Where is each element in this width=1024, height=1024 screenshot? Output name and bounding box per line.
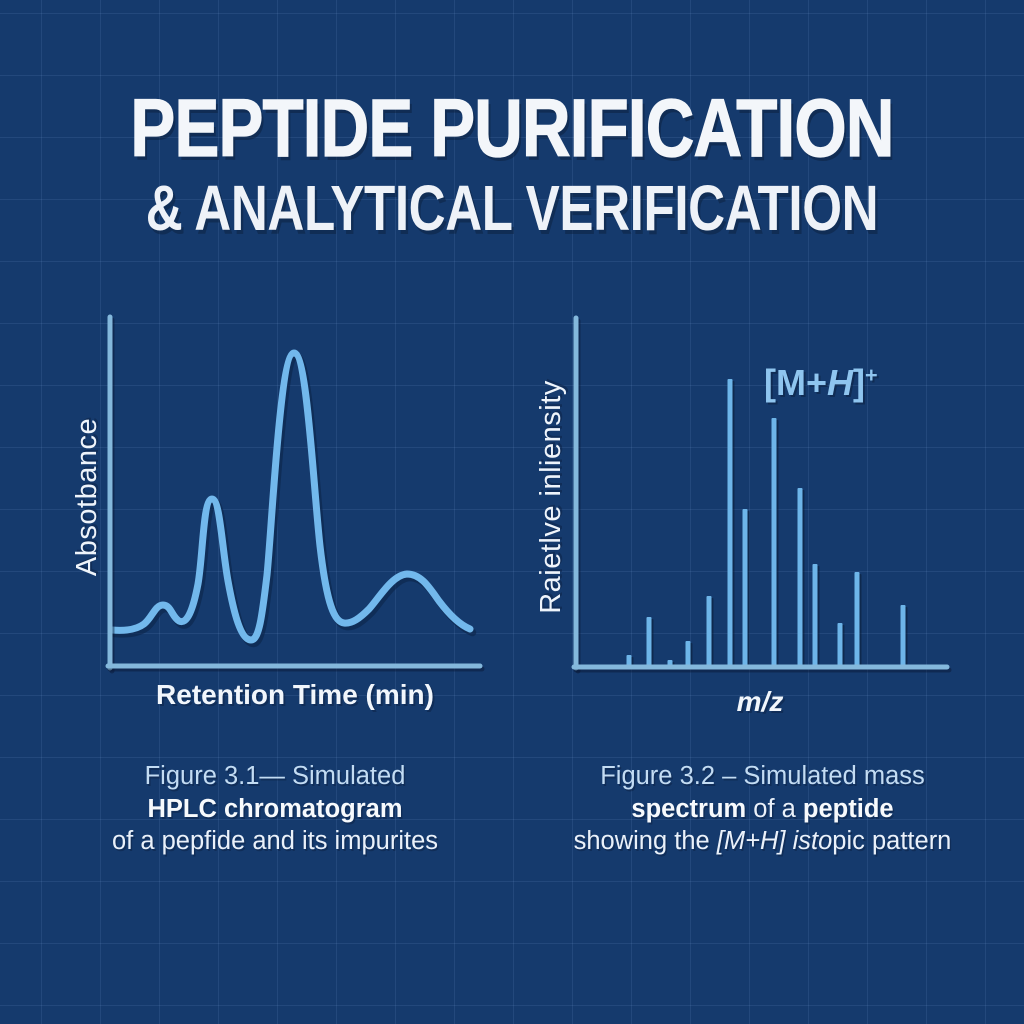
hplc-caption: Figure 3.1— Simulated HPLC chromatogram …	[75, 760, 475, 858]
ms-bar	[646, 617, 652, 667]
ms-chart-svg	[571, 315, 950, 671]
ms-bar	[727, 379, 733, 667]
ms-caption-line-3: showing the [M+H] istopic pattern	[540, 825, 985, 858]
ms-bar	[626, 655, 632, 667]
ms-bar	[812, 564, 818, 667]
ms-bars	[626, 379, 906, 667]
hplc-curve-shadow	[110, 352, 477, 648]
ms-bar	[854, 572, 860, 667]
ms-annotation-charge: +	[865, 362, 878, 387]
ms-annotation-open: [M+	[764, 362, 827, 403]
ms-annotation-close: ]	[853, 362, 865, 403]
ms-bar	[706, 596, 712, 667]
ms-x-axis-label: m/z	[736, 686, 784, 717]
ms-caption-line-3-pre: showing the	[573, 827, 717, 855]
ms-caption-line-1: Figure 3.2 – Simulated mass	[600, 762, 925, 790]
hplc-caption-line-2: HPLC chromatogram	[147, 794, 403, 823]
ms-caption-line-2-bold-1: spectrum	[631, 794, 747, 823]
ms-bar	[742, 509, 748, 667]
hplc-caption-line-1: Figure 3.1— Simulated	[144, 762, 406, 790]
ms-caption-line-3-italic: [M+H] isto	[716, 827, 833, 855]
ms-bar	[797, 488, 803, 667]
hplc-curve	[108, 349, 474, 644]
ms-annotation-h: H	[827, 362, 853, 403]
ms-bar	[900, 605, 906, 667]
ms-annotation: [M+H]+	[764, 362, 878, 404]
hplc-caption-line-3: of a pepfide and its impurites	[111, 827, 439, 855]
ms-caption-line-2-mid: of a	[746, 794, 803, 823]
hplc-chart-svg	[105, 314, 483, 671]
hplc-x-axis-label: Retention Time (min)	[156, 679, 434, 710]
ms-caption-line-2-bold-2: peptide	[802, 794, 894, 823]
ms-bar	[837, 623, 843, 667]
hplc-y-axis-label: Absotbance	[71, 417, 103, 577]
ms-caption: Figure 3.2 – Simulated mass spectrum of …	[540, 760, 985, 858]
ms-bar	[771, 418, 777, 667]
ms-caption-line-3-post: pic pattern	[832, 827, 952, 855]
ms-y-axis-label: Raietlve inliensity	[535, 380, 567, 614]
title-line-1: PEPTIDE PURIFICATION	[130, 83, 895, 174]
ms-bar	[685, 641, 691, 667]
title-line-2: & ANALYTICAL VERIFICATION	[145, 172, 879, 244]
ms-caption-line-2: spectrum of a peptide	[540, 793, 985, 826]
